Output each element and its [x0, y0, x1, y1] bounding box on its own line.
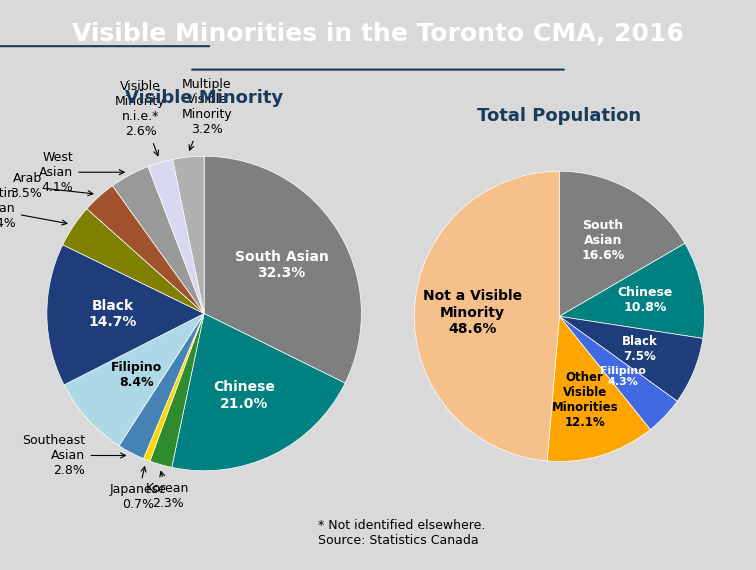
- Wedge shape: [414, 171, 559, 461]
- Wedge shape: [64, 314, 204, 446]
- Text: Chinese
10.8%: Chinese 10.8%: [618, 286, 673, 314]
- Text: Latin
American
4.4%: Latin American 4.4%: [0, 187, 67, 230]
- Text: Visible
Minority
n.i.e.*
2.6%: Visible Minority n.i.e.* 2.6%: [115, 80, 166, 156]
- Text: Filipino
8.4%: Filipino 8.4%: [111, 361, 162, 389]
- Wedge shape: [148, 160, 204, 314]
- Wedge shape: [172, 314, 345, 471]
- Text: Southeast
Asian
2.8%: Southeast Asian 2.8%: [23, 434, 125, 477]
- Text: Japanese
0.7%: Japanese 0.7%: [110, 467, 166, 511]
- Text: Arab
3.5%: Arab 3.5%: [10, 172, 93, 200]
- Text: South Asian
32.3%: South Asian 32.3%: [234, 250, 329, 280]
- Text: * Not identified elsewhere.
Source: Statistics Canada: * Not identified elsewhere. Source: Stat…: [318, 519, 485, 547]
- Text: Multiple
Visible
Minority
3.2%: Multiple Visible Minority 3.2%: [181, 78, 232, 150]
- Title: Visible Minority: Visible Minority: [125, 89, 284, 107]
- Wedge shape: [547, 316, 650, 462]
- Text: Black
7.5%: Black 7.5%: [622, 335, 658, 363]
- Wedge shape: [63, 209, 204, 314]
- Wedge shape: [113, 166, 204, 314]
- Text: Other
Visible
Minorities
12.1%: Other Visible Minorities 12.1%: [551, 370, 618, 429]
- Wedge shape: [87, 186, 204, 314]
- Text: South
Asian
16.6%: South Asian 16.6%: [581, 219, 624, 262]
- Wedge shape: [204, 156, 361, 383]
- Text: Not a Visible
Minority
48.6%: Not a Visible Minority 48.6%: [423, 290, 522, 336]
- Text: West
Asian
4.1%: West Asian 4.1%: [39, 150, 124, 194]
- Wedge shape: [172, 156, 204, 314]
- Wedge shape: [559, 316, 677, 430]
- Text: Korean
2.3%: Korean 2.3%: [146, 471, 190, 510]
- Wedge shape: [150, 314, 204, 467]
- Wedge shape: [119, 314, 204, 459]
- Wedge shape: [559, 316, 703, 401]
- Wedge shape: [144, 314, 204, 461]
- Text: Visible Minorities in the Toronto CMA, 2016: Visible Minorities in the Toronto CMA, 2…: [72, 22, 684, 46]
- Text: Chinese
21.0%: Chinese 21.0%: [213, 380, 275, 410]
- Wedge shape: [559, 243, 705, 339]
- Text: Filipino
4.3%: Filipino 4.3%: [600, 365, 646, 387]
- Title: Total Population: Total Population: [477, 107, 642, 125]
- Wedge shape: [47, 245, 204, 385]
- Text: Black
14.7%: Black 14.7%: [88, 299, 137, 329]
- Wedge shape: [559, 171, 685, 316]
